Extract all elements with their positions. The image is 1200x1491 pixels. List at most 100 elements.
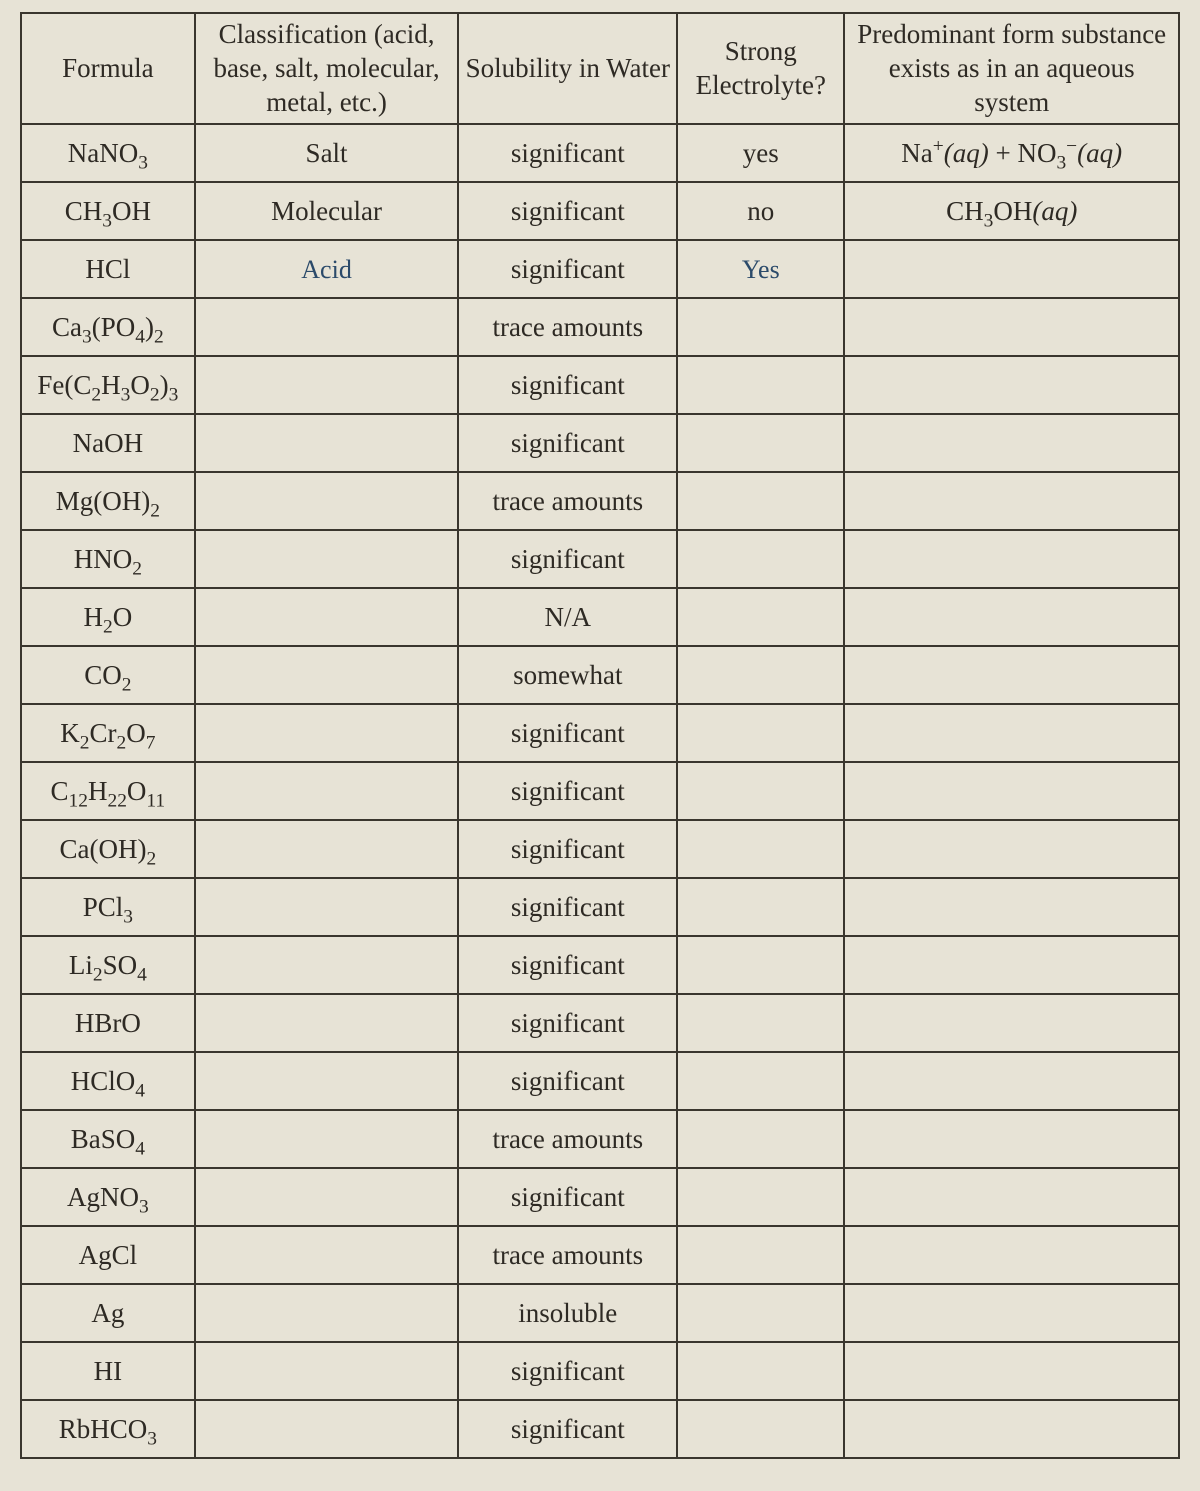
cell-solubility: significant xyxy=(458,1342,677,1400)
header-classification: Classification (acid, base, salt, molecu… xyxy=(195,13,459,124)
cell-solubility: significant xyxy=(458,820,677,878)
worksheet-page: Formula Classification (acid, base, salt… xyxy=(0,0,1200,1491)
cell-solubility: significant xyxy=(458,994,677,1052)
cell-classification xyxy=(195,472,459,530)
cell-strong-electrolyte xyxy=(677,588,844,646)
header-strong: Strong Electrolyte? xyxy=(677,13,844,124)
cell-classification xyxy=(195,762,459,820)
cell-formula: Ca(OH)2 xyxy=(21,820,195,878)
cell-solubility: somewhat xyxy=(458,646,677,704)
table-row: CH3OHMolecularsignificantnoCH3OH(aq) xyxy=(21,182,1179,240)
cell-predominant-form xyxy=(844,646,1179,704)
table-row: HClAcidsignificantYes xyxy=(21,240,1179,298)
table-row: HBrO significant xyxy=(21,994,1179,1052)
cell-solubility: significant xyxy=(458,124,677,182)
cell-classification: Acid xyxy=(195,240,459,298)
header-row: Formula Classification (acid, base, salt… xyxy=(21,13,1179,124)
table-row: Mg(OH)2 trace amounts xyxy=(21,472,1179,530)
table-row: Fe(C2H3O2)3significant xyxy=(21,356,1179,414)
cell-strong-electrolyte xyxy=(677,1400,844,1458)
table-row: HNO2significant xyxy=(21,530,1179,588)
header-predominant: Predominant form substance exists as in … xyxy=(844,13,1179,124)
cell-predominant-form xyxy=(844,1052,1179,1110)
cell-classification xyxy=(195,878,459,936)
cell-formula: NaNO3 xyxy=(21,124,195,182)
cell-predominant-form xyxy=(844,994,1179,1052)
cell-solubility: trace amounts xyxy=(458,472,677,530)
cell-solubility: trace amounts xyxy=(458,1110,677,1168)
header-formula: Formula xyxy=(21,13,195,124)
cell-formula: Mg(OH)2 xyxy=(21,472,195,530)
cell-strong-electrolyte xyxy=(677,994,844,1052)
cell-classification xyxy=(195,1284,459,1342)
cell-formula: HBrO xyxy=(21,994,195,1052)
cell-formula: CH3OH xyxy=(21,182,195,240)
cell-formula: K2Cr2O7 xyxy=(21,704,195,762)
cell-solubility: significant xyxy=(458,762,677,820)
cell-formula: C12H22O11 xyxy=(21,762,195,820)
table-row: K2Cr2O7 significant xyxy=(21,704,1179,762)
cell-predominant-form xyxy=(844,762,1179,820)
cell-strong-electrolyte xyxy=(677,298,844,356)
cell-predominant-form xyxy=(844,704,1179,762)
cell-solubility: trace amounts xyxy=(458,1226,677,1284)
cell-solubility: significant xyxy=(458,182,677,240)
cell-predominant-form xyxy=(844,588,1179,646)
cell-strong-electrolyte: yes xyxy=(677,124,844,182)
cell-predominant-form xyxy=(844,1110,1179,1168)
cell-strong-electrolyte xyxy=(677,1052,844,1110)
cell-classification: Molecular xyxy=(195,182,459,240)
cell-solubility: significant xyxy=(458,240,677,298)
cell-solubility: significant xyxy=(458,704,677,762)
cell-formula: HI xyxy=(21,1342,195,1400)
cell-classification xyxy=(195,936,459,994)
cell-strong-electrolyte xyxy=(677,356,844,414)
table-row: NaOH significant xyxy=(21,414,1179,472)
cell-solubility: significant xyxy=(458,1052,677,1110)
cell-strong-electrolyte xyxy=(677,414,844,472)
cell-classification: Salt xyxy=(195,124,459,182)
cell-classification xyxy=(195,1226,459,1284)
header-solubility: Solubility in Water xyxy=(458,13,677,124)
table-row: AgCltrace amounts xyxy=(21,1226,1179,1284)
cell-formula: BaSO4 xyxy=(21,1110,195,1168)
cell-strong-electrolyte xyxy=(677,762,844,820)
cell-strong-electrolyte xyxy=(677,1168,844,1226)
cell-solubility: significant xyxy=(458,414,677,472)
cell-classification xyxy=(195,704,459,762)
cell-formula: HClO4 xyxy=(21,1052,195,1110)
cell-solubility: significant xyxy=(458,356,677,414)
cell-predominant-form xyxy=(844,878,1179,936)
table-row: PCl3significant xyxy=(21,878,1179,936)
cell-classification xyxy=(195,588,459,646)
cell-formula: NaOH xyxy=(21,414,195,472)
cell-classification xyxy=(195,414,459,472)
cell-predominant-form: CH3OH(aq) xyxy=(844,182,1179,240)
table-row: C12H22O11 significant xyxy=(21,762,1179,820)
cell-strong-electrolyte xyxy=(677,878,844,936)
cell-formula: AgNO3 xyxy=(21,1168,195,1226)
cell-classification xyxy=(195,1110,459,1168)
table-body: NaNO3SaltsignificantyesNa+(aq) + NO3−(aq… xyxy=(21,124,1179,1458)
table-row: BaSO4 trace amounts xyxy=(21,1110,1179,1168)
cell-strong-electrolyte xyxy=(677,704,844,762)
cell-predominant-form xyxy=(844,298,1179,356)
cell-classification xyxy=(195,530,459,588)
cell-classification xyxy=(195,298,459,356)
cell-predominant-form xyxy=(844,472,1179,530)
table-row: H2ON/A xyxy=(21,588,1179,646)
cell-predominant-form xyxy=(844,1226,1179,1284)
cell-predominant-form xyxy=(844,240,1179,298)
cell-predominant-form xyxy=(844,530,1179,588)
cell-solubility: significant xyxy=(458,1168,677,1226)
cell-formula: HNO2 xyxy=(21,530,195,588)
table-head: Formula Classification (acid, base, salt… xyxy=(21,13,1179,124)
cell-strong-electrolyte: Yes xyxy=(677,240,844,298)
cell-solubility: trace amounts xyxy=(458,298,677,356)
table-row: RbHCO3significant xyxy=(21,1400,1179,1458)
cell-strong-electrolyte xyxy=(677,936,844,994)
cell-predominant-form xyxy=(844,820,1179,878)
cell-formula: PCl3 xyxy=(21,878,195,936)
cell-predominant-form xyxy=(844,1284,1179,1342)
cell-strong-electrolyte xyxy=(677,1342,844,1400)
